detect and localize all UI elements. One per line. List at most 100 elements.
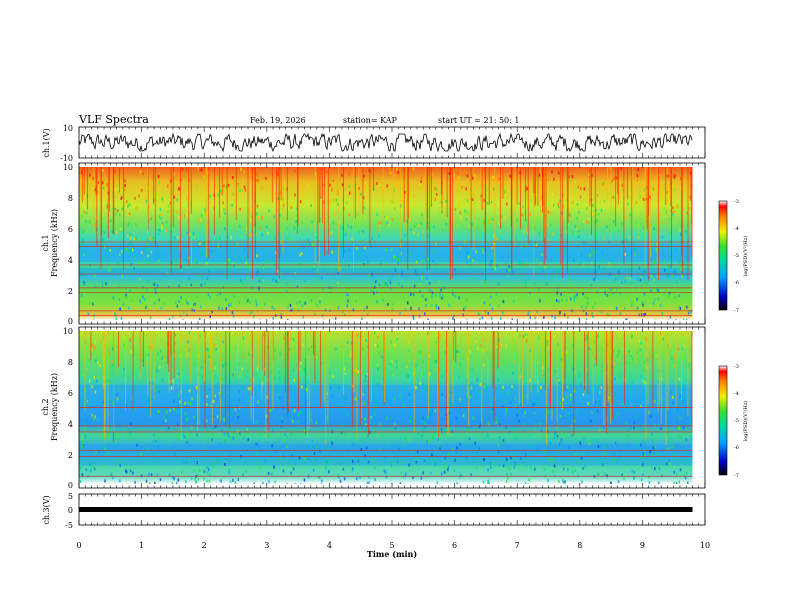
psd-cell — [630, 403, 633, 407]
psd-cell — [116, 208, 119, 212]
psd-cell — [140, 188, 143, 192]
psd-cell — [366, 186, 368, 190]
psd-cell — [427, 415, 429, 419]
psd-cell — [400, 238, 402, 242]
psd-cell — [253, 482, 255, 484]
psd-cell — [374, 331, 376, 335]
psd-cell — [269, 362, 272, 366]
psd-cell — [362, 392, 364, 396]
psd-cell — [138, 260, 140, 264]
psd-cell — [689, 422, 691, 426]
ch1-ytick-top: 10 — [63, 124, 73, 133]
psd-cell — [305, 193, 307, 197]
psd-cell — [113, 270, 116, 273]
psd-cell — [629, 192, 631, 196]
psd-cell — [445, 423, 447, 427]
psd-cell — [427, 318, 429, 320]
psd-cell — [265, 176, 267, 180]
psd-cell — [378, 366, 380, 370]
psd-cell — [531, 386, 534, 390]
psd-cell — [553, 177, 555, 181]
psd-cell — [458, 375, 460, 379]
psd-cell — [529, 465, 532, 469]
psd-cell — [578, 229, 580, 233]
psd-cell — [570, 297, 572, 301]
psd-cell — [195, 480, 198, 484]
psd-cell — [358, 230, 360, 234]
psd-cell — [166, 184, 169, 188]
psd-cell — [332, 395, 334, 399]
psd-cell — [544, 474, 547, 478]
psd-cell — [307, 183, 310, 187]
psd-cell — [540, 386, 542, 390]
psd-cell — [480, 414, 483, 418]
psd-cell — [547, 479, 549, 483]
psd-cell — [228, 437, 231, 441]
psd-cell — [458, 176, 460, 180]
psd-cell — [241, 235, 243, 239]
psd-cell — [495, 420, 498, 424]
psd-cell — [603, 236, 605, 240]
psd-cell — [184, 415, 187, 419]
psd-cell — [374, 173, 376, 177]
psd-cell — [572, 470, 574, 474]
psd-cell — [554, 370, 557, 374]
psd-cell — [305, 388, 308, 392]
psd-cell — [671, 455, 673, 459]
psd-cell — [437, 444, 440, 448]
psd-cell — [103, 437, 105, 441]
psd-cell — [355, 397, 357, 401]
x-tick-label: 1 — [139, 541, 144, 550]
psd-cell — [541, 252, 543, 256]
psd-cell — [155, 367, 158, 371]
psd-cell — [220, 479, 222, 483]
psd-cell — [585, 241, 587, 245]
psd-cell — [423, 459, 426, 463]
psd-cell — [422, 230, 424, 234]
psd-cell — [421, 372, 423, 376]
psd-cell — [127, 250, 130, 254]
psd-cell — [590, 419, 592, 423]
psd-cell — [310, 204, 312, 208]
psd-cell — [363, 308, 365, 312]
psd-cell — [606, 294, 609, 297]
psd-cell — [384, 346, 387, 349]
psd-cell — [225, 344, 227, 348]
psd-cell — [441, 428, 443, 431]
psd-cell — [624, 280, 626, 284]
psd-cell — [320, 253, 323, 256]
psd-cell — [335, 347, 337, 351]
psd-cell — [119, 307, 121, 311]
psd-cell — [337, 365, 340, 369]
psd-cell — [631, 469, 633, 473]
psd-cell — [325, 465, 327, 469]
psd-cell — [667, 294, 670, 298]
psd-cell — [377, 335, 379, 339]
psd-cell — [216, 405, 219, 409]
psd-cell — [343, 477, 346, 481]
psd-cell — [432, 259, 434, 263]
psd-cell — [519, 456, 522, 460]
psd-cell — [163, 358, 165, 362]
psd-cell — [579, 262, 582, 266]
psd-cell — [203, 477, 205, 481]
psd-cell — [491, 219, 493, 223]
psd-cell — [641, 478, 643, 482]
psd-cell — [657, 423, 659, 427]
psd-cell — [535, 399, 538, 402]
psd-cell — [320, 483, 323, 484]
psd-cell — [671, 357, 673, 361]
psd-cell — [280, 313, 282, 317]
psd-cell — [360, 251, 363, 255]
psd-cell — [211, 310, 213, 314]
psd-cell — [520, 275, 523, 279]
psd-cell — [504, 216, 507, 220]
psd-cell — [573, 452, 576, 456]
psd-cell — [459, 211, 462, 215]
psd-cell — [357, 213, 359, 217]
psd-cell — [346, 201, 348, 205]
psd-cell — [201, 365, 203, 369]
psd-cell — [520, 483, 522, 484]
psd-cell — [193, 416, 195, 419]
psd-cell — [676, 408, 679, 412]
